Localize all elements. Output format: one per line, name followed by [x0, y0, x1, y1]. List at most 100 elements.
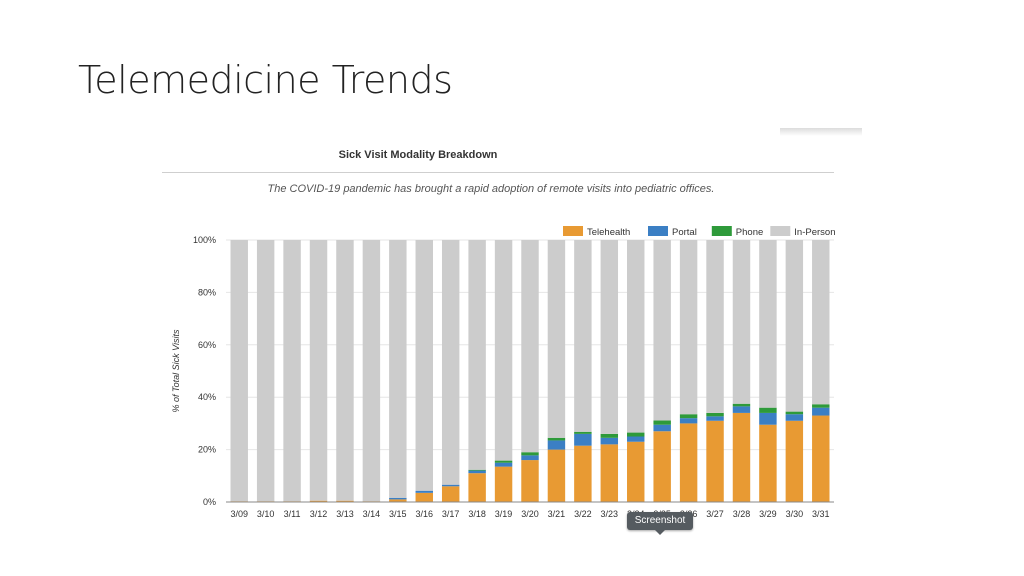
bar-in-person-3-16 [415, 240, 433, 491]
bar-portal-3-31 [812, 407, 830, 416]
bar-in-person-3-14 [362, 240, 381, 502]
bars [230, 240, 830, 502]
bar-in-person-3-19 [494, 240, 513, 461]
bar-telehealth-3-29 [759, 424, 777, 502]
bar-telehealth-3-27 [706, 420, 724, 502]
bar-in-person-3-23 [600, 240, 619, 434]
y-tick-label: 0% [203, 497, 216, 507]
y-axis: 0% 20% 40% 60% 80% 100% [193, 235, 834, 507]
y-axis-label: % of Total Sick Visits [171, 329, 181, 413]
x-tick-label: 3/17 [442, 509, 460, 519]
bar-phone-3-29 [759, 407, 777, 413]
bar-telehealth-3-19 [494, 466, 513, 502]
bar-telehealth-3-25 [653, 431, 671, 502]
x-tick-label: 3/15 [389, 509, 407, 519]
y-tick-label: 60% [198, 340, 216, 350]
y-tick-label: 100% [193, 235, 216, 245]
bar-telehealth-3-24 [627, 441, 645, 502]
bar-telehealth-3-26 [679, 423, 698, 502]
bar-phone-3-20 [521, 452, 539, 456]
x-tick-label: 3/31 [812, 509, 830, 519]
x-tick-label: 3/28 [733, 509, 751, 519]
legend-swatch-phone [711, 226, 732, 236]
bar-portal-3-22 [574, 433, 592, 446]
x-tick-label: 3/11 [284, 509, 301, 519]
title-divider [162, 172, 834, 173]
legend-swatch-telehealth [563, 226, 583, 236]
x-tick-label: 3/18 [468, 509, 486, 519]
bar-telehealth-3-16 [415, 492, 433, 502]
bar-in-person-3-10 [256, 240, 275, 502]
bar-telehealth-3-20 [521, 460, 539, 502]
legend-label-in-person: In-Person [794, 227, 835, 238]
x-tick-label: 3/12 [310, 509, 328, 519]
x-tick-label: 3/13 [336, 509, 354, 519]
legend-label-telehealth: Telehealth [587, 227, 630, 238]
bar-phone-3-24 [627, 432, 645, 437]
bar-in-person-3-28 [732, 240, 751, 404]
bar-portal-3-25 [653, 424, 671, 432]
x-tick-label: 3/19 [495, 509, 513, 519]
bar-portal-3-28 [732, 406, 751, 413]
bar-portal-3-18 [468, 470, 486, 474]
x-tick-label: 3/10 [257, 509, 275, 519]
bar-in-person-3-17 [441, 240, 460, 485]
bar-portal-3-26 [679, 418, 698, 424]
x-tick-label: 3/30 [786, 509, 804, 519]
bar-in-person-3-11 [283, 240, 301, 502]
bar-in-person-3-15 [389, 240, 407, 498]
bar-phone-3-18 [468, 469, 486, 471]
bar-telehealth-3-28 [732, 412, 751, 502]
bar-portal-3-17 [441, 484, 460, 487]
bar-telehealth-3-22 [574, 445, 592, 502]
x-tick-label: 3/29 [759, 509, 777, 519]
x-axis: 3/09 3/10 3/11 3/12 3/13 3/14 3/15 3/16 3/17 3/18… [230, 509, 829, 519]
bar-portal-3-30 [785, 414, 804, 421]
bar-telehealth-3-13 [336, 500, 354, 502]
bar-portal-3-29 [759, 412, 777, 425]
bar-in-person-3-25 [653, 240, 671, 421]
bar-in-person-3-20 [521, 240, 539, 453]
bar-telehealth-3-23 [600, 444, 619, 502]
bar-in-person-3-26 [679, 240, 698, 415]
chart-subtitle: The COVID-19 pandemic has brought a rapi… [267, 183, 715, 195]
legend-label-phone: Phone [736, 227, 763, 238]
bar-telehealth-3-15 [389, 499, 407, 502]
bar-phone-3-26 [679, 414, 698, 419]
bar-in-person-3-13 [336, 240, 354, 501]
bar-telehealth-3-17 [441, 486, 460, 502]
screenshot-shadow [780, 128, 862, 136]
bar-phone-3-31 [812, 404, 830, 408]
y-tick-label: 80% [198, 287, 216, 297]
bar-phone-3-23 [600, 433, 619, 438]
y-tick-label: 20% [198, 445, 216, 455]
bar-portal-3-19 [494, 462, 513, 467]
x-tick-label: 3/22 [574, 509, 592, 519]
legend-swatch-portal [648, 226, 668, 236]
bar-in-person-3-31 [812, 240, 830, 405]
bar-telehealth-3-18 [468, 473, 486, 502]
legend-swatch-in-person [770, 226, 791, 236]
bar-telehealth-3-31 [812, 415, 830, 502]
bar-portal-3-20 [521, 455, 539, 461]
bar-portal-3-15 [389, 497, 407, 500]
bar-in-person-3-18 [468, 240, 486, 470]
x-tick-label: 3/27 [706, 509, 724, 519]
bar-telehealth-3-21 [547, 449, 566, 502]
bar-portal-3-24 [627, 436, 645, 442]
bar-telehealth-3-12 [309, 500, 328, 502]
bar-phone-3-19 [494, 460, 513, 463]
x-tick-label: 3/09 [230, 509, 248, 519]
bar-telehealth-3-30 [785, 420, 804, 502]
bar-in-person-3-12 [309, 240, 328, 501]
bar-in-person-3-24 [627, 240, 645, 433]
bar-in-person-3-27 [706, 240, 724, 413]
screenshot-tooltip: Screenshot [627, 512, 693, 535]
x-tick-label: 3/23 [601, 509, 619, 519]
bar-phone-3-22 [574, 431, 592, 434]
x-tick-label: 3/21 [548, 509, 566, 519]
bar-in-person-3-22 [574, 240, 592, 432]
slide-title: Telemedicine Trends [78, 58, 453, 102]
bar-phone-3-28 [732, 403, 751, 407]
